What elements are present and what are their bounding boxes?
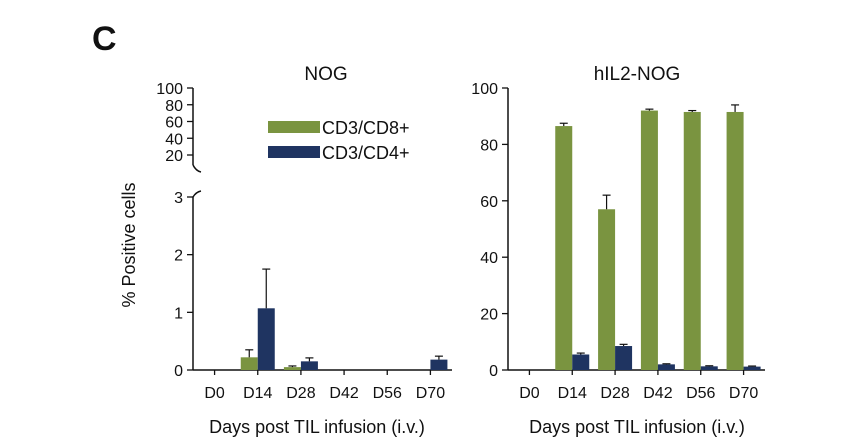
bar (640, 110, 658, 370)
x-axis-label-nog: Days post TIL infusion (i.v.) (209, 417, 425, 437)
x-tick-label: D56 (373, 385, 402, 402)
legend-swatch-cd4 (268, 146, 320, 158)
bar (430, 359, 448, 370)
x-tick-label: D0 (204, 385, 225, 402)
y-tick-label: 0 (174, 363, 183, 380)
panel-letter: C (92, 20, 117, 58)
y-tick-label: 1 (174, 305, 183, 322)
bar (743, 366, 761, 370)
y-tick-label: 3 (174, 190, 183, 207)
axis-break-mark (192, 164, 202, 173)
x-tick-label: D56 (686, 385, 715, 402)
y-tick-label: 40 (165, 131, 183, 148)
x-tick-label: D70 (729, 385, 758, 402)
y-tick-label: 100 (156, 81, 183, 98)
y-tick-label: 20 (480, 307, 498, 324)
y-tick-label: 80 (480, 137, 498, 154)
legend-label-cd8: CD3/CD8+ (322, 118, 410, 138)
x-ticks-nog: D0 D14 D28 D42 D56 D70 (204, 370, 445, 402)
y-tick-label: 20 (165, 148, 183, 165)
y-tick-label: 80 (165, 98, 183, 115)
bar (657, 364, 675, 370)
bar (683, 111, 701, 370)
bar (257, 308, 275, 370)
bars-hil2-nog (555, 104, 761, 370)
x-axis-label-hil2-nog: Days post TIL infusion (i.v.) (529, 417, 745, 437)
y-axis-label: % Positive cells (119, 182, 139, 307)
bar (700, 366, 718, 370)
axis-break-mark (192, 190, 202, 198)
chart-hil2-nog: hIL2-NOG Days post TIL infusion (i.v.) 0… (471, 64, 765, 437)
x-tick-label: D14 (558, 385, 587, 402)
y-tick-label: 40 (480, 250, 498, 267)
y-tick-label: 60 (480, 194, 498, 211)
bar (598, 209, 616, 370)
bars-nog (240, 268, 448, 370)
x-tick-label: D28 (600, 385, 629, 402)
x-tick-label: D28 (286, 385, 315, 402)
legend: CD3/CD8+ CD3/CD4+ (268, 118, 410, 163)
y-tick-label: 60 (165, 115, 183, 132)
bar (283, 367, 301, 370)
y-tick-label: 2 (174, 248, 183, 265)
chart-title-nog: NOG (304, 64, 347, 85)
bar (615, 346, 633, 370)
y-tick-label: 0 (489, 363, 498, 380)
bar (572, 354, 590, 370)
axes-hil2-nog: 0 20 40 60 80 100 (471, 81, 765, 380)
x-tick-label: D42 (643, 385, 672, 402)
x-tick-label: D42 (329, 385, 358, 402)
bar (300, 361, 318, 370)
bar (240, 357, 258, 370)
chart-nog: NOG % Positive cells Days post TIL infus… (119, 64, 452, 437)
legend-swatch-cd8 (268, 121, 320, 133)
bar (726, 111, 744, 370)
y-tick-label: 100 (471, 81, 498, 98)
x-tick-label: D0 (519, 385, 540, 402)
x-tick-label: D14 (243, 385, 272, 402)
x-ticks-hil2-nog: D0 D14 D28 D42 D56 D70 (519, 370, 758, 402)
x-tick-label: D70 (416, 385, 445, 402)
chart-title-hil2-nog: hIL2-NOG (594, 64, 681, 85)
bar (555, 126, 573, 370)
legend-label-cd4: CD3/CD4+ (322, 143, 410, 163)
